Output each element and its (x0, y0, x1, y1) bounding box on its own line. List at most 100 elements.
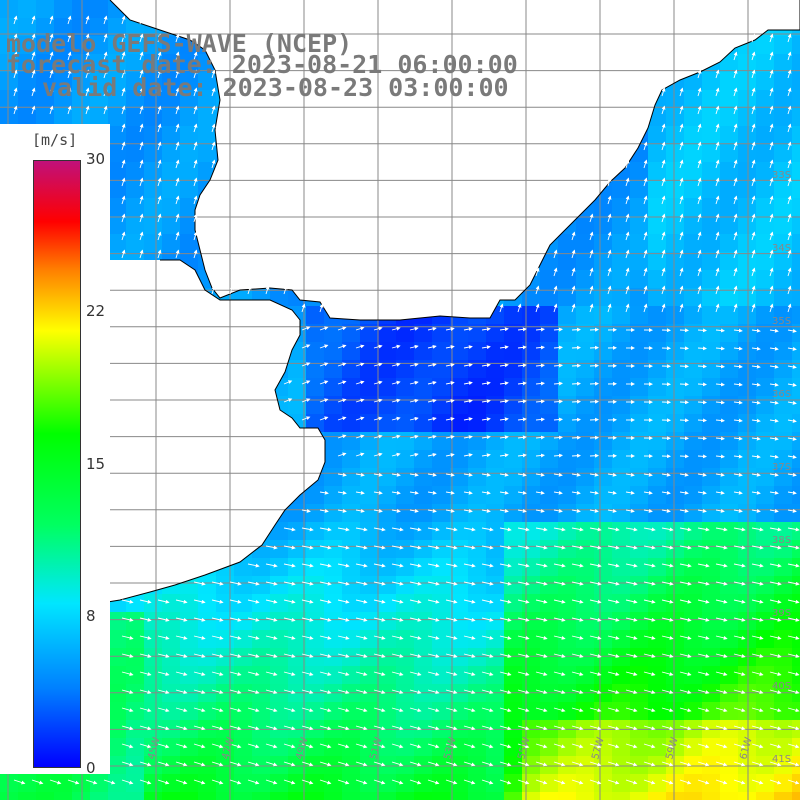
wind-arrow (571, 345, 581, 350)
wind-cell (540, 558, 558, 576)
wind-cell (144, 792, 162, 800)
wind-cell (144, 144, 162, 162)
wind-cell (720, 162, 738, 180)
wind-arrow (13, 51, 18, 61)
wind-arrow (517, 327, 527, 332)
wind-cell (144, 594, 162, 612)
wind-arrow (31, 33, 36, 43)
wind-arrow (589, 303, 594, 313)
wind-arrow (121, 33, 126, 43)
wind-cell (756, 414, 774, 432)
wind-arrow (139, 249, 144, 259)
wind-cell (540, 396, 558, 414)
wind-cell (648, 774, 666, 792)
wind-arrow (31, 105, 36, 115)
wind-cell (648, 216, 666, 234)
wind-cell (576, 450, 594, 468)
wind-arrow (769, 418, 779, 423)
wind-cell (720, 576, 738, 594)
wind-arrow (31, 51, 36, 61)
wind-cell (180, 54, 198, 72)
wind-cell (774, 774, 792, 792)
wind-cell (540, 612, 558, 630)
wind-cell (18, 792, 36, 800)
wind-arrow (751, 69, 756, 79)
wind-cell (486, 486, 504, 504)
wind-arrow (751, 303, 756, 313)
wind-cell (432, 486, 450, 504)
wind-cell (198, 666, 216, 684)
wind-cell (540, 756, 558, 774)
wind-arrow (553, 453, 563, 458)
wind-cell (522, 648, 540, 666)
wind-cell (612, 306, 630, 324)
wind-cell (144, 630, 162, 648)
wind-cell (756, 486, 774, 504)
wind-cell (774, 648, 792, 666)
wind-cell (792, 666, 800, 684)
wind-arrow (661, 249, 666, 259)
wind-cell (396, 576, 414, 594)
wind-cell (576, 774, 594, 792)
wind-cell (396, 450, 414, 468)
wind-cell (558, 702, 576, 720)
wind-cell (450, 594, 468, 612)
wind-cell (162, 162, 180, 180)
wind-arrow (121, 213, 126, 223)
wind-cell (666, 738, 684, 756)
wind-cell (756, 342, 774, 360)
latitude-label: 38S (772, 535, 791, 546)
wind-cell (774, 576, 792, 594)
wind-cell (738, 216, 756, 234)
wind-cell (450, 612, 468, 630)
wind-cell (414, 378, 432, 396)
wind-cell (36, 18, 54, 36)
wind-cell (720, 288, 738, 306)
wind-arrow (733, 177, 738, 187)
wind-cell (540, 306, 558, 324)
wind-cell (576, 468, 594, 486)
wind-arrow (103, 15, 108, 25)
wind-cell (666, 522, 684, 540)
wind-arrow (211, 285, 216, 295)
wind-cell (126, 738, 144, 756)
wind-arrow (517, 472, 527, 477)
wind-cell (630, 486, 648, 504)
wind-cell (396, 360, 414, 378)
wind-cell (738, 486, 756, 504)
wind-arrow (553, 303, 558, 313)
wind-arrow (481, 363, 491, 368)
wind-cell (720, 630, 738, 648)
wind-cell (576, 288, 594, 306)
wind-cell (18, 0, 36, 18)
wind-arrow (787, 69, 792, 79)
wind-cell (594, 396, 612, 414)
wind-cell (756, 756, 774, 774)
wind-arrow (769, 141, 774, 151)
wind-arrow (733, 364, 743, 369)
wind-cell (450, 486, 468, 504)
colorbar-tick-15: 15 (86, 455, 106, 473)
wind-cell (774, 702, 792, 720)
wind-arrow (175, 87, 180, 97)
wind-arrow (733, 231, 738, 241)
wind-arrow (715, 267, 720, 277)
wind-arrow (733, 454, 743, 459)
wind-arrow (697, 418, 707, 423)
wind-cell (126, 108, 144, 126)
wind-cell (792, 108, 800, 126)
wind-cell (792, 468, 800, 486)
wind-arrow (463, 435, 473, 440)
wind-cell (450, 360, 468, 378)
wind-arrow (481, 399, 491, 404)
wind-cell (774, 36, 792, 54)
wind-cell (756, 36, 774, 54)
wind-cell (576, 306, 594, 324)
wind-cell (54, 774, 72, 792)
wind-arrow (391, 472, 401, 477)
wind-arrow (337, 472, 347, 477)
wind-arrow (787, 177, 792, 187)
wind-arrow (697, 69, 702, 79)
wind-cell (486, 414, 504, 432)
wind-cell (684, 702, 702, 720)
